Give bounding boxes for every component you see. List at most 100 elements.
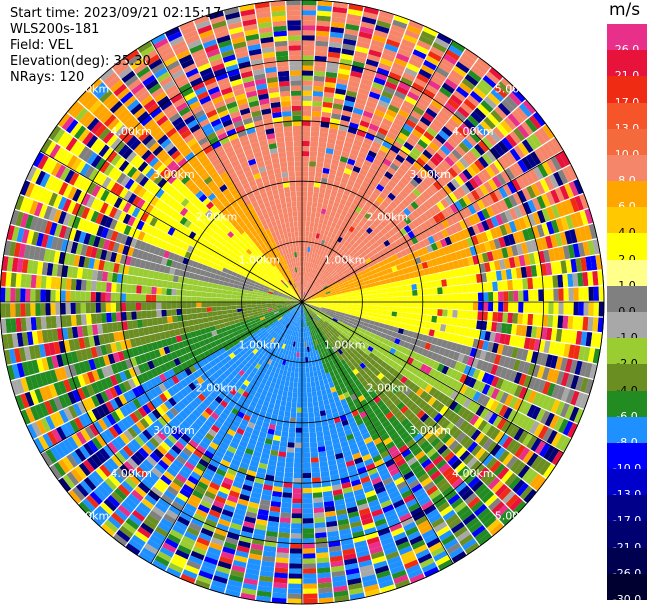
velocity-gate xyxy=(330,118,340,125)
velocity-gate xyxy=(302,292,304,297)
velocity-gate xyxy=(302,105,312,111)
velocity-gate xyxy=(316,431,324,438)
velocity-gate xyxy=(329,226,335,233)
velocity-gate xyxy=(363,159,373,168)
velocity-gate xyxy=(357,304,363,309)
velocity-gate xyxy=(304,347,308,353)
velocity-gate xyxy=(493,238,502,250)
velocity-gate xyxy=(343,281,349,286)
velocity-gate xyxy=(584,225,593,241)
velocity-gate xyxy=(352,228,359,236)
velocity-gate xyxy=(340,274,346,280)
velocity-gate xyxy=(546,158,558,173)
velocity-gate xyxy=(545,191,556,206)
velocity-gate xyxy=(527,199,537,213)
velocity-gate xyxy=(429,184,439,194)
velocity-gate xyxy=(317,271,322,277)
velocity-gate xyxy=(595,333,603,348)
velocity-gate xyxy=(298,367,302,373)
velocity-gate xyxy=(479,350,487,361)
velocity-gate xyxy=(303,292,305,298)
velocity-gate xyxy=(375,317,381,323)
velocity-gate xyxy=(545,262,553,276)
velocity-gate xyxy=(302,65,314,71)
velocity-gate xyxy=(346,294,352,298)
velocity-gate xyxy=(362,230,370,238)
velocity-gate xyxy=(490,88,504,102)
velocity-gate xyxy=(493,302,499,312)
velocity-gate xyxy=(347,302,353,305)
velocity-gate xyxy=(412,295,418,302)
velocity-gate xyxy=(497,281,503,291)
velocity-gate xyxy=(290,412,297,418)
velocity-gate xyxy=(395,317,402,323)
velocity-gate xyxy=(557,169,569,185)
velocity-gate xyxy=(423,163,434,174)
velocity-gate xyxy=(426,126,438,138)
velocity-gate xyxy=(310,257,314,264)
velocity-gate xyxy=(467,256,475,266)
velocity-gate xyxy=(302,231,306,237)
velocity-gate xyxy=(483,292,489,302)
velocity-gate xyxy=(449,325,457,334)
velocity-gate xyxy=(423,131,435,142)
velocity-gate xyxy=(572,273,579,287)
velocity-gate xyxy=(424,210,433,220)
velocity-gate xyxy=(364,267,371,274)
velocity-gate xyxy=(339,232,346,239)
velocity-gate xyxy=(302,25,316,31)
velocity-gate xyxy=(328,286,335,290)
velocity-gate xyxy=(346,306,353,310)
velocity-gate xyxy=(381,53,395,62)
velocity-gate xyxy=(372,305,378,310)
velocity-gate xyxy=(463,118,476,131)
velocity-gate xyxy=(394,275,401,282)
velocity-gate xyxy=(354,251,361,258)
velocity-gate xyxy=(333,149,342,156)
velocity-gate xyxy=(554,153,566,169)
velocity-gate xyxy=(309,252,313,258)
velocity-gate xyxy=(410,110,422,120)
velocity-gate xyxy=(315,385,321,392)
velocity-gate xyxy=(439,238,448,248)
velocity-gate xyxy=(298,372,302,378)
velocity-gate xyxy=(421,282,428,289)
velocity-gate xyxy=(422,295,428,302)
velocity-gate xyxy=(356,156,365,164)
velocity-gate xyxy=(361,142,371,150)
velocity-gate xyxy=(359,83,372,92)
velocity-gate xyxy=(302,5,317,11)
velocity-gate xyxy=(538,302,544,314)
velocity-gate xyxy=(306,298,312,301)
velocity-gate xyxy=(324,246,330,253)
velocity-gate xyxy=(507,113,521,127)
velocity-gate xyxy=(507,233,516,246)
velocity-gate xyxy=(444,195,454,206)
velocity-gate xyxy=(380,227,388,236)
velocity-gate xyxy=(316,296,322,299)
velocity-gate xyxy=(355,231,363,239)
velocity-gate xyxy=(452,65,467,78)
velocity-gate xyxy=(494,260,501,271)
velocity-gate xyxy=(466,275,473,284)
velocity-gate xyxy=(316,306,322,310)
velocity-gate xyxy=(276,552,289,559)
velocity-gate xyxy=(455,61,470,74)
velocity-gate xyxy=(310,131,320,137)
velocity-gate xyxy=(315,45,328,52)
velocity-gate xyxy=(357,36,372,44)
velocity-gate xyxy=(340,312,346,316)
velocity-gate xyxy=(302,70,314,76)
velocity-gate xyxy=(384,278,391,284)
velocity-gate xyxy=(296,417,302,423)
velocity-gate xyxy=(311,295,316,298)
velocity-gate xyxy=(443,246,451,255)
velocity-gate xyxy=(490,228,498,239)
velocity-gate xyxy=(564,230,573,245)
velocity-gate xyxy=(338,225,345,233)
velocity-gate xyxy=(423,59,437,71)
velocity-gate xyxy=(294,447,302,453)
velocity-gate xyxy=(552,315,559,328)
velocity-gate xyxy=(302,115,311,121)
velocity-gate xyxy=(315,547,329,554)
